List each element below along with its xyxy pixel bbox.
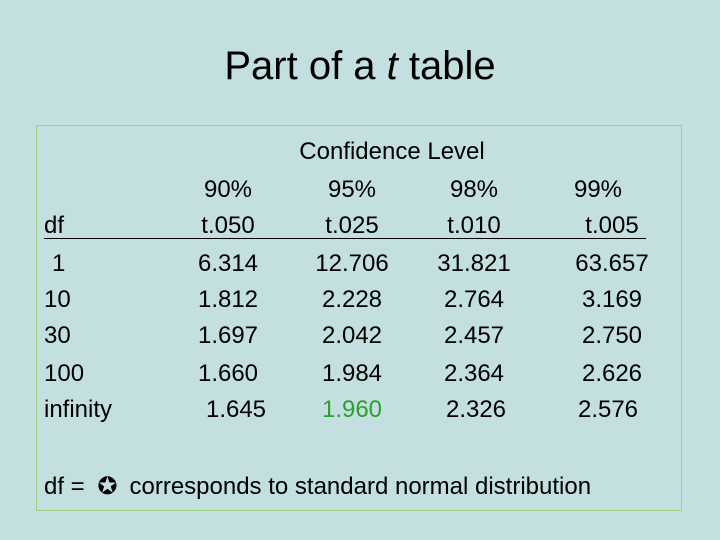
table-cell: 2.626 <box>581 360 643 387</box>
table-row-df: infinity <box>44 396 113 423</box>
t-label-050: t.050 <box>201 212 255 239</box>
t-label-010: t.010 <box>447 212 501 239</box>
df-header: df <box>44 212 65 239</box>
table-cell: 31.821 <box>437 250 511 277</box>
table-row-df: 100 <box>44 360 85 387</box>
table-row-df: 30 <box>44 322 71 349</box>
table-cell: 2.576 <box>577 396 639 423</box>
title-italic-t: t <box>386 44 398 88</box>
table-cell: 1.812 <box>197 286 259 313</box>
header-rule <box>44 238 646 239</box>
table-cell: 6.314 <box>197 250 259 277</box>
title-suffix: table <box>397 44 496 88</box>
confidence-level-header: Confidence Level <box>299 138 485 165</box>
table-cell: 2.750 <box>581 322 643 349</box>
table-cell: 2.326 <box>445 396 507 423</box>
table-cell: 63.657 <box>575 250 649 277</box>
t-label-025: t.025 <box>325 212 379 239</box>
page-title: Part of a t table <box>0 44 720 89</box>
table-row-df: 1 <box>52 250 66 277</box>
level-98: 98% <box>449 176 499 203</box>
table-cell: 3.169 <box>581 286 643 313</box>
table-cell: 12.706 <box>315 250 389 277</box>
table-cell: 1.697 <box>197 322 259 349</box>
table-cell-highlight: 1.960 <box>321 396 383 423</box>
footer-note: df = ✪ corresponds to standard normal dis… <box>44 472 591 501</box>
footer-prefix: df = <box>44 473 92 500</box>
level-95: 95% <box>327 176 377 203</box>
table-cell: 1.645 <box>205 396 267 423</box>
table-cell: 2.457 <box>443 322 505 349</box>
title-prefix: Part of a <box>224 44 387 88</box>
star-icon: ✪ <box>97 473 118 500</box>
table-cell: 2.228 <box>321 286 383 313</box>
table-row-df: 10 <box>44 286 71 313</box>
t-label-005: t.005 <box>585 212 639 239</box>
table-cell: 1.660 <box>197 360 259 387</box>
level-90: 90% <box>203 176 253 203</box>
table-cell: 2.364 <box>443 360 505 387</box>
footer-text: corresponds to standard normal distribut… <box>129 473 592 500</box>
table-cell: 2.764 <box>443 286 505 313</box>
table-cell: 2.042 <box>321 322 383 349</box>
level-99: 99% <box>573 176 623 203</box>
table-cell: 1.984 <box>321 360 383 387</box>
table-frame <box>36 125 682 511</box>
